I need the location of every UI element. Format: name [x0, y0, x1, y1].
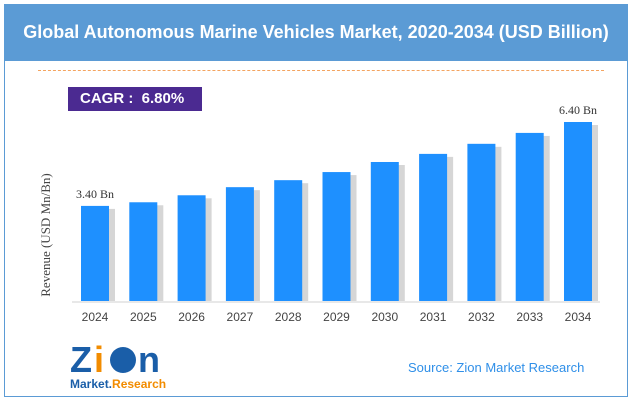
bar-shadow	[156, 205, 164, 301]
divider	[38, 70, 604, 71]
cagr-badge: CAGR : 6.80%	[68, 87, 202, 111]
bar-2032	[467, 143, 496, 301]
bar-2029	[322, 172, 351, 301]
data-label: 3.40 Bn	[76, 187, 114, 201]
x-tick-label: 2030	[371, 310, 398, 324]
bar-shadow	[108, 208, 115, 301]
bar-2028	[274, 180, 303, 301]
bar-2031	[419, 153, 448, 301]
x-tick-label: 2031	[420, 310, 447, 324]
x-tick-label: 2034	[565, 310, 592, 324]
chart-title: Global Autonomous Marine Vehicles Market…	[4, 4, 628, 61]
zion-logo: Z i n Market.Research	[68, 338, 178, 395]
bar-shadow	[397, 164, 405, 301]
x-tick-label: 2024	[82, 310, 109, 324]
bar-2027	[225, 187, 254, 301]
bar-2034	[564, 122, 592, 301]
bar-shadow	[591, 125, 598, 301]
x-tick-label: 2027	[227, 310, 254, 324]
svg-text:Market.Research: Market.Research	[70, 377, 166, 390]
y-axis-label: Revenue (USD Mn/Bn)	[38, 173, 53, 297]
bar-2033	[515, 132, 544, 301]
bar-2025	[129, 202, 158, 301]
x-tick-label: 2026	[178, 310, 205, 324]
bar-shadow	[204, 198, 212, 301]
bar-shadow	[494, 146, 502, 301]
bar-shadow	[349, 175, 357, 301]
bar-shadow	[252, 190, 260, 301]
bar-2026	[177, 195, 206, 301]
x-tick-label: 2025	[130, 310, 157, 324]
x-tick-label: 2032	[468, 310, 495, 324]
bar-shadow	[446, 156, 454, 301]
bar-shadow	[542, 135, 550, 301]
x-tick-label: 2033	[516, 310, 543, 324]
bar-2030	[370, 161, 399, 301]
svg-text:Z: Z	[70, 339, 92, 380]
svg-text:i: i	[94, 339, 104, 380]
x-tick-label: 2028	[275, 310, 302, 324]
data-label: 6.40 Bn	[559, 103, 597, 117]
x-tick-label: 2029	[323, 310, 350, 324]
bar-2024	[81, 205, 109, 301]
bar-shadow	[301, 183, 309, 301]
svg-text:n: n	[138, 339, 160, 380]
source-note: Source: Zion Market Research	[408, 360, 585, 375]
